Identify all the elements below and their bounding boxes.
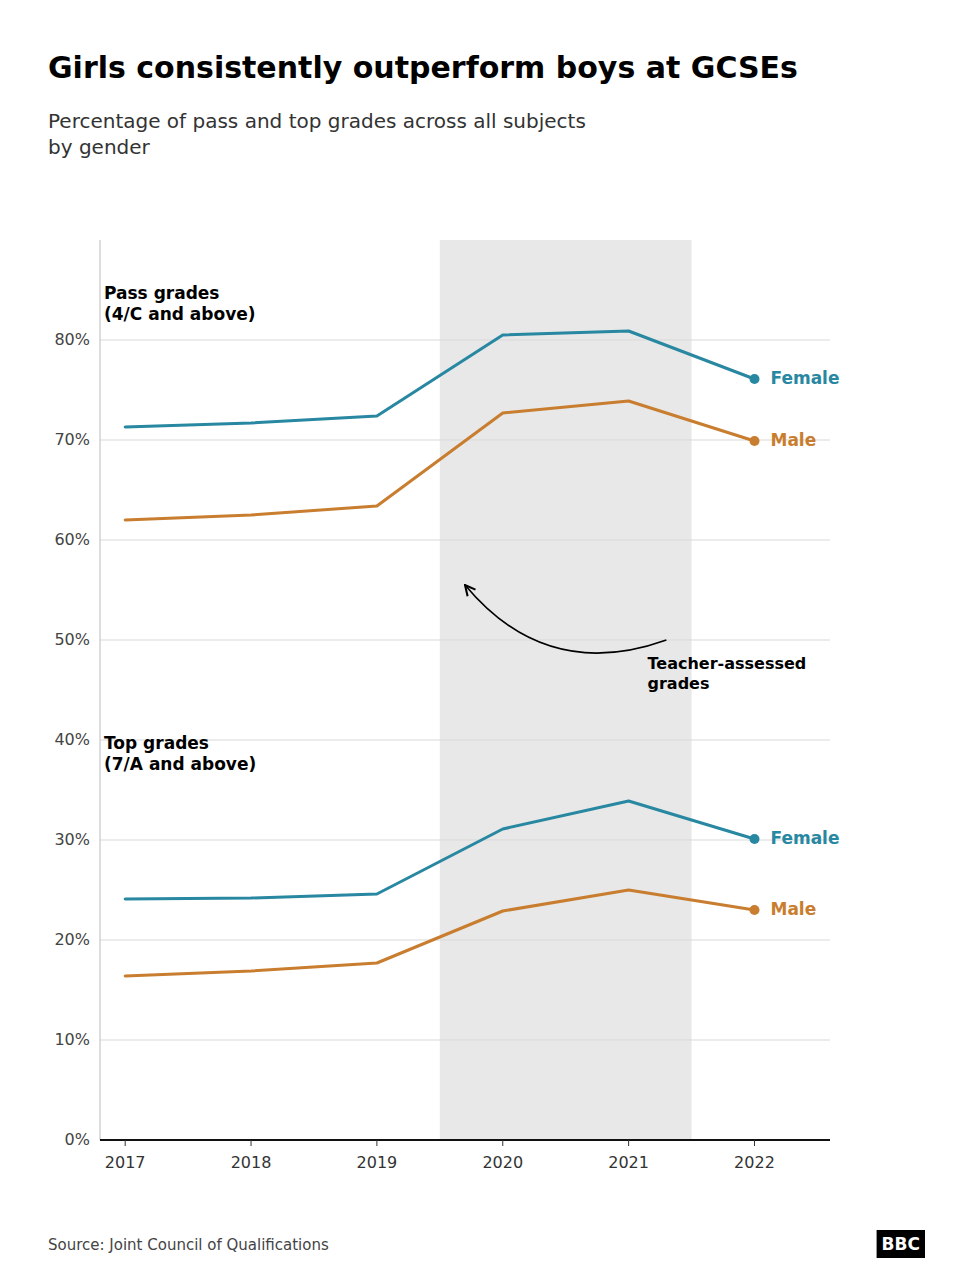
chart-container: Girls consistently outperform boys at GC…	[0, 0, 974, 1280]
end-point	[749, 436, 759, 446]
text-line: Percentage of pass and top grades across…	[48, 109, 586, 133]
series-line	[125, 890, 754, 976]
grid-line	[100, 340, 830, 341]
chart-svg: Girls consistently outperform boys at GC…	[0, 0, 974, 1280]
x-axis-line	[100, 1139, 830, 1141]
text-line: grades	[648, 674, 710, 693]
x-tick	[125, 1140, 126, 1146]
end-point	[749, 905, 759, 915]
end-point	[749, 834, 759, 844]
x-tick	[754, 1140, 755, 1146]
text-line: (7/A and above)	[104, 754, 256, 774]
y-tick-label: 70%	[54, 430, 90, 449]
y-tick-label: 80%	[54, 330, 90, 349]
x-tick-label: 2017	[105, 1153, 146, 1172]
series-label: Male	[770, 430, 816, 450]
y-tick-label: 30%	[54, 830, 90, 849]
grid-line	[100, 640, 830, 641]
logo: BBC	[877, 1230, 925, 1258]
x-tick	[251, 1140, 252, 1146]
series-line	[125, 401, 754, 520]
grid-line	[100, 740, 830, 741]
x-tick-label: 2019	[357, 1153, 398, 1172]
x-tick	[628, 1140, 629, 1146]
annotation-arrow	[465, 585, 666, 653]
group-label: Top grades(7/A and above)	[104, 733, 256, 774]
source: Source: Joint Council of Qualifications	[48, 1236, 329, 1254]
x-tick	[502, 1140, 503, 1146]
series-line	[125, 801, 754, 899]
x-tick-label: 2020	[482, 1153, 523, 1172]
logo-box	[877, 1230, 925, 1258]
text-line: Pass grades	[104, 283, 219, 303]
text-line: Teacher-assessed	[648, 654, 807, 673]
text-line: (4/C and above)	[104, 304, 256, 324]
grid-line	[100, 940, 830, 941]
subtitle: Percentage of pass and top grades across…	[48, 109, 586, 159]
text-line: Top grades	[104, 733, 209, 753]
annotation: Teacher-assessedgrades	[648, 654, 807, 693]
x-tick	[376, 1140, 377, 1146]
x-tick-label: 2018	[231, 1153, 272, 1172]
grid-line	[100, 840, 830, 841]
y-tick-label: 40%	[54, 730, 90, 749]
grid-line	[100, 540, 830, 541]
x-tick-label: 2022	[734, 1153, 775, 1172]
text-line: by gender	[48, 135, 151, 159]
x-tick-label: 2021	[608, 1153, 649, 1172]
y-axis-line	[100, 240, 101, 1140]
y-tick-label: 50%	[54, 630, 90, 649]
series-line	[125, 331, 754, 427]
title: Girls consistently outperform boys at GC…	[48, 50, 798, 85]
y-tick-label: 10%	[54, 1030, 90, 1049]
group-label: Pass grades(4/C and above)	[104, 283, 256, 324]
y-tick-label: 60%	[54, 530, 90, 549]
y-tick-label: 20%	[54, 930, 90, 949]
grid-line	[100, 1040, 830, 1041]
series-label: Female	[770, 368, 839, 388]
grid-line	[100, 1140, 830, 1141]
series-label: Female	[770, 828, 839, 848]
y-tick-label: 0%	[65, 1130, 90, 1149]
end-point	[749, 374, 759, 384]
series-label: Male	[770, 899, 816, 919]
logo-text: BBC	[882, 1234, 920, 1254]
